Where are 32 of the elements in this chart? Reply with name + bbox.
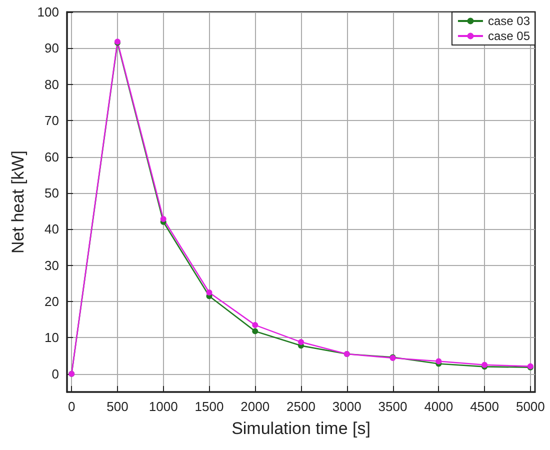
point xyxy=(298,339,304,346)
legend-label: case 03 xyxy=(488,14,530,28)
y-tick-label: 0 xyxy=(52,366,59,382)
y-tick-label: 20 xyxy=(44,294,59,310)
y-tick-label: 30 xyxy=(44,258,59,273)
point xyxy=(252,328,258,334)
x-tick-label: 2000 xyxy=(240,399,270,414)
y-tick-label: 70 xyxy=(44,113,59,128)
x-tick-label: 1000 xyxy=(148,399,178,414)
legend-label: case 05 xyxy=(488,29,530,43)
x-tick-label: 4000 xyxy=(424,399,454,414)
y-tick-label: 10 xyxy=(44,330,59,346)
y-tick-label: 90 xyxy=(44,40,59,56)
x-tick-label: 2500 xyxy=(286,399,316,414)
x-tick-label: 500 xyxy=(106,399,128,414)
point xyxy=(160,216,166,222)
y-tick-label: 100 xyxy=(37,4,59,20)
y-tick-label: 40 xyxy=(44,222,59,237)
x-axis-title: Simulation time [s] xyxy=(232,419,370,438)
x-tick-label: 1500 xyxy=(194,399,224,414)
point xyxy=(436,358,442,364)
x-tick-label: 5000 xyxy=(516,399,545,414)
y-tick-label: 60 xyxy=(44,149,59,164)
x-tick-label: 3000 xyxy=(332,399,362,414)
point xyxy=(252,322,258,328)
x-tick-label: 3500 xyxy=(378,399,408,414)
y-axis-title: Net heat [kW] xyxy=(8,150,28,254)
x-tick-label: 4500 xyxy=(470,399,499,414)
y-tick-label: 80 xyxy=(44,76,59,92)
x-tick-label: 0 xyxy=(68,399,76,414)
y-tick-label: 50 xyxy=(44,185,59,200)
point xyxy=(206,289,212,296)
